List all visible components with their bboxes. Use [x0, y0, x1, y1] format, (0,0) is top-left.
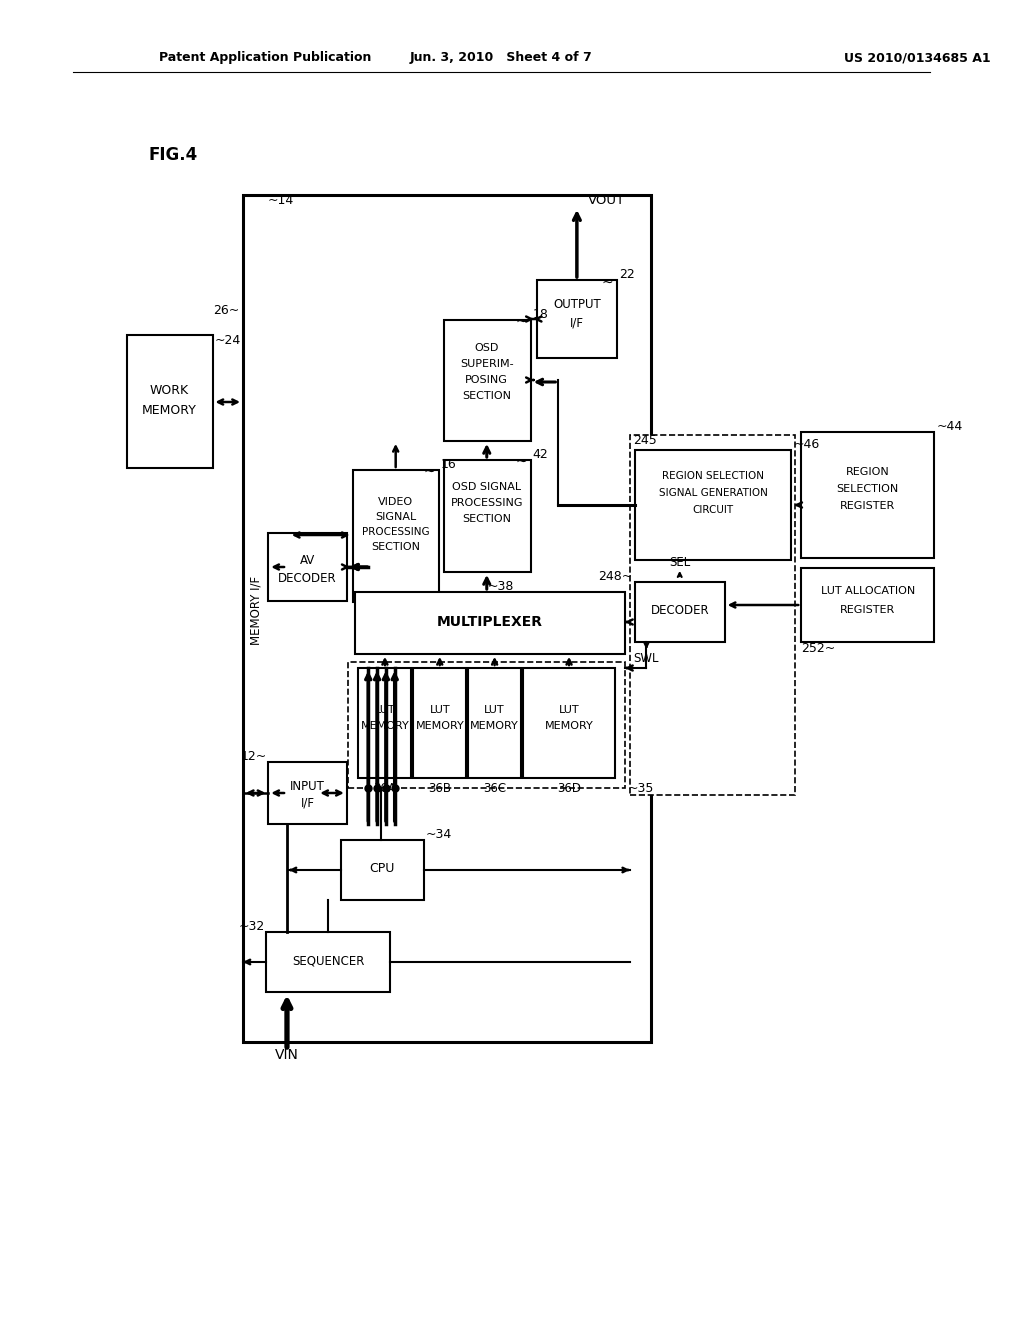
Bar [268, 762, 347, 824]
Bar [630, 436, 796, 795]
Text: DECODER: DECODER [650, 605, 709, 618]
Bar [414, 668, 466, 777]
Text: DECODER: DECODER [279, 572, 337, 585]
Bar [635, 582, 725, 642]
Text: 16: 16 [440, 458, 457, 470]
Bar [354, 591, 625, 653]
Text: FIG.4: FIG.4 [148, 147, 198, 164]
Text: MEMORY I/F: MEMORY I/F [249, 576, 262, 644]
Text: 42: 42 [532, 447, 549, 461]
Text: OUTPUT: OUTPUT [553, 298, 601, 312]
Text: I/F: I/F [300, 796, 314, 809]
Text: CPU: CPU [370, 862, 394, 875]
Text: Jun. 3, 2010   Sheet 4 of 7: Jun. 3, 2010 Sheet 4 of 7 [410, 51, 593, 65]
Text: POSING: POSING [465, 375, 508, 385]
Text: 12~: 12~ [241, 750, 267, 763]
Bar [635, 450, 792, 560]
Text: ~38: ~38 [487, 579, 514, 593]
Text: INPUT: INPUT [290, 780, 325, 792]
Text: 22: 22 [618, 268, 635, 281]
Text: ~34: ~34 [426, 829, 453, 842]
Text: ~46: ~46 [794, 437, 819, 450]
Text: MULTIPLEXER: MULTIPLEXER [436, 615, 543, 630]
Bar [358, 668, 412, 777]
Text: MEMORY: MEMORY [545, 721, 594, 731]
Bar [443, 319, 530, 441]
Bar [537, 280, 617, 358]
Text: 36B: 36B [428, 783, 452, 796]
Bar [348, 663, 625, 788]
Text: 18: 18 [532, 308, 549, 321]
Text: ~44: ~44 [936, 420, 963, 433]
Text: Patent Application Publication: Patent Application Publication [159, 51, 371, 65]
Text: CIRCUIT: CIRCUIT [692, 506, 733, 515]
Text: ~: ~ [515, 455, 527, 469]
Text: 248~: 248~ [598, 569, 633, 582]
Text: SEL: SEL [669, 556, 690, 569]
Text: WORK: WORK [150, 384, 189, 396]
Text: SUPERIM-: SUPERIM- [460, 359, 514, 370]
Bar [127, 335, 213, 469]
Bar [801, 568, 934, 642]
Text: SWL: SWL [634, 652, 659, 664]
Text: AV: AV [300, 553, 315, 566]
Text: SECTION: SECTION [462, 391, 511, 401]
Text: REGISTER: REGISTER [840, 605, 895, 615]
Bar [523, 668, 615, 777]
Text: ~: ~ [423, 465, 435, 479]
Text: SECTION: SECTION [371, 543, 420, 552]
Text: ~35: ~35 [628, 781, 654, 795]
Text: REGION SELECTION: REGION SELECTION [663, 471, 764, 480]
Bar [443, 459, 530, 572]
Text: I/F: I/F [570, 317, 584, 330]
Text: PROCESSING: PROCESSING [451, 498, 523, 508]
Bar [341, 840, 424, 900]
Text: REGION: REGION [846, 467, 890, 477]
Text: SIGNAL GENERATION: SIGNAL GENERATION [658, 488, 767, 498]
Text: SEQUENCER: SEQUENCER [292, 954, 365, 968]
Text: REGISTER: REGISTER [840, 502, 895, 511]
Text: LUT: LUT [484, 705, 505, 715]
Text: SECTION: SECTION [462, 513, 511, 524]
Text: MEMORY: MEMORY [142, 404, 197, 417]
Text: 26~: 26~ [213, 304, 239, 317]
Bar [266, 932, 390, 993]
Bar [243, 195, 651, 1041]
Text: 36C: 36C [483, 783, 506, 796]
Text: MEMORY: MEMORY [470, 721, 519, 731]
Text: MEMORY: MEMORY [360, 721, 410, 731]
Text: 245: 245 [633, 434, 656, 447]
Text: ~: ~ [515, 315, 527, 329]
Text: MEMORY: MEMORY [416, 721, 464, 731]
Text: LUT: LUT [375, 705, 395, 715]
Text: SIGNAL: SIGNAL [375, 512, 417, 521]
Text: PROCESSING: PROCESSING [361, 527, 429, 537]
Bar [801, 432, 934, 558]
Text: ~32: ~32 [239, 920, 264, 932]
Text: 36A: 36A [374, 783, 396, 796]
Text: ~: ~ [601, 276, 613, 290]
Text: OSD: OSD [474, 343, 499, 352]
Bar [268, 533, 347, 601]
Text: VIDEO: VIDEO [378, 498, 414, 507]
Text: US 2010/0134685 A1: US 2010/0134685 A1 [844, 51, 991, 65]
Text: 36D: 36D [557, 783, 581, 796]
Text: ~14: ~14 [267, 194, 294, 207]
Text: LUT: LUT [429, 705, 451, 715]
Text: VOUT: VOUT [588, 194, 625, 206]
Text: ~24: ~24 [214, 334, 241, 346]
Text: VIN: VIN [275, 1048, 299, 1063]
Text: 252~: 252~ [801, 642, 836, 655]
Bar [468, 668, 521, 777]
Bar [352, 470, 438, 602]
Text: OSD SIGNAL: OSD SIGNAL [453, 482, 521, 492]
Text: LUT: LUT [559, 705, 580, 715]
Text: LUT ALLOCATION: LUT ALLOCATION [820, 586, 914, 597]
Text: SELECTION: SELECTION [837, 484, 899, 494]
